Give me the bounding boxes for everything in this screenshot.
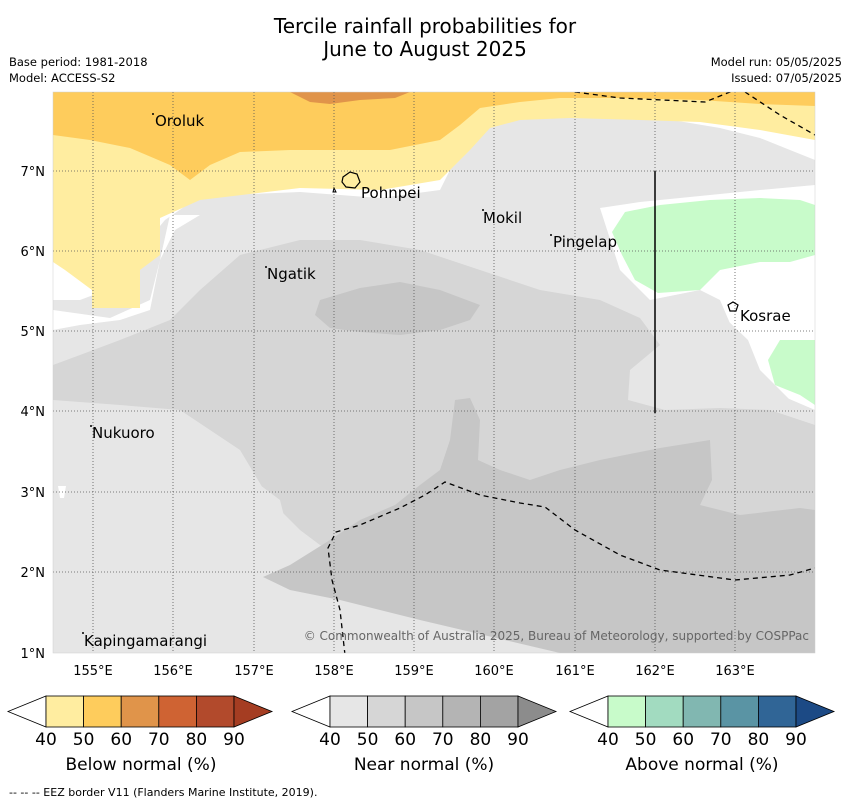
legend: 40 50 60 70 80 90 40 50 60 70 80 90 40 50 60 70 80 90 (6, 695, 836, 750)
lon-tick: 161°E (555, 664, 595, 679)
label-kosrae: Kosrae (740, 307, 791, 325)
colorbar-tick-label: 60 (110, 730, 132, 750)
kosrae-island-outline (727, 301, 739, 312)
colorbar-tick-label: 40 (35, 730, 57, 750)
lon-tick: 159°E (394, 664, 434, 679)
colorbar-segment (479, 695, 519, 728)
near-normal-title: Near normal (%) (353, 755, 495, 775)
lat-tick: 1°N (21, 647, 46, 662)
label-mokil: Mokil (483, 209, 522, 227)
colorbar-segment (442, 695, 481, 728)
above-normal-40-50-area (612, 198, 815, 293)
colorbar-segment (645, 695, 684, 728)
eez-border (327, 92, 815, 653)
colorbar-tick-label: 90 (785, 730, 807, 750)
colorbar-tick-label: 40 (319, 730, 341, 750)
map-title-line2: June to August 2025 (323, 37, 527, 61)
colorbar-segment (795, 695, 836, 728)
latitude-axis: 7°N 6°N 5°N 4°N 3°N 2°N 1°N (21, 165, 46, 662)
colorbar-segment (367, 695, 406, 728)
lon-tick: 158°E (314, 664, 354, 679)
lat-tick: 5°N (21, 325, 46, 340)
rainfall-map: Oroluk Pohnpei Mokil Pingelap Ngatik Kos… (21, 91, 816, 679)
issued-label: Issued: 07/05/2025 (731, 71, 842, 85)
colorbar-tick-label: 40 (597, 730, 619, 750)
colorbar-segment (45, 695, 84, 728)
label-ngatik: Ngatik (267, 265, 316, 283)
label-oroluk: Oroluk (155, 112, 204, 130)
colorbar-segment (404, 695, 444, 728)
colorbar-segment (682, 695, 722, 728)
pohnpei-island-outline (341, 171, 361, 189)
colorbar-segment (329, 695, 368, 728)
copyright-notice: © Commonwealth of Australia 2025, Bureau… (304, 629, 809, 643)
eez-footnote: -- -- -- EEZ border V11 (Flanders Marine… (9, 786, 318, 799)
colorbar-tick-label: 70 (710, 730, 732, 750)
colorbar-tick-label: 60 (394, 730, 416, 750)
colorbar-segment (290, 695, 331, 728)
label-kapingamarangi: Kapingamarangi (84, 632, 207, 650)
label-pohnpei: Pohnpei (361, 184, 421, 202)
colorbar-tick-label: 50 (635, 730, 657, 750)
model-run-label: Model run: 05/05/2025 (710, 55, 842, 69)
place-markers (82, 113, 552, 634)
lon-tick: 163°E (715, 664, 755, 679)
colorbar-tick-label: 70 (148, 730, 170, 750)
colorbar-segment (6, 695, 47, 728)
no-dominant-area-west (53, 215, 200, 330)
map-title-line1: Tercile rainfall probabilities for (273, 14, 577, 38)
below-normal-50-60-area (53, 92, 815, 180)
colorbar-tick-label: 70 (432, 730, 454, 750)
map-frame (52, 91, 816, 654)
colorbar-near-normal: 40 50 60 70 80 90 (290, 695, 558, 750)
colorbar-segment (607, 695, 646, 728)
above-normal-title: Above normal (%) (625, 755, 779, 775)
lat-tick: 3°N (21, 486, 46, 501)
colorbar-segment (158, 695, 197, 728)
colorbar-tick-label: 50 (357, 730, 379, 750)
lat-tick: 7°N (21, 165, 46, 180)
colorbar-segment (568, 695, 609, 728)
colorbar-tick-label: 80 (748, 730, 770, 750)
near-normal-60-70-area (263, 398, 815, 653)
graticule (53, 92, 815, 653)
colorbar-segment (517, 695, 558, 728)
below-normal-60-70-area (290, 92, 410, 104)
colorbar-segment (758, 695, 797, 728)
above-normal-40-50-area (768, 340, 815, 405)
colorbar-tick-label: 90 (223, 730, 245, 750)
lat-tick: 6°N (21, 245, 46, 260)
lon-tick: 155°E (73, 664, 113, 679)
colorbar-tick-label: 80 (186, 730, 208, 750)
lon-tick: 156°E (153, 664, 193, 679)
colorbar-tick-label: 80 (470, 730, 492, 750)
label-nukuoro: Nukuoro (92, 424, 155, 442)
colorbar-segment (83, 695, 122, 728)
model-label: Model: ACCESS-S2 (9, 71, 116, 85)
lon-tick: 160°E (474, 664, 514, 679)
lon-tick: 162°E (635, 664, 675, 679)
longitude-axis: 155°E 156°E 157°E 158°E 159°E 160°E 161°… (73, 664, 755, 679)
near-normal-40-50-area (628, 305, 815, 425)
lat-tick: 2°N (21, 566, 46, 581)
lon-tick: 157°E (234, 664, 274, 679)
colorbar-tick-label: 90 (507, 730, 529, 750)
colorbar-tick-label: 60 (672, 730, 694, 750)
colorbar-segment (120, 695, 160, 728)
near-normal-40-50-area (495, 130, 560, 142)
base-period-label: Base period: 1981-2018 (9, 55, 148, 69)
near-normal-60-70-area (315, 282, 480, 335)
islet-outline (332, 186, 337, 193)
colorbar-below-normal: 40 50 60 70 80 90 (6, 695, 274, 750)
label-pingelap: Pingelap (553, 233, 617, 251)
lat-tick: 4°N (21, 405, 46, 420)
colorbar-above-normal: 40 50 60 70 80 90 (568, 695, 836, 750)
colorbar-segment (233, 695, 274, 728)
below-normal-title: Below normal (%) (65, 755, 217, 775)
colorbar-segment (720, 695, 759, 728)
near-normal-40-50-area (53, 430, 330, 653)
colorbar-tick-label: 50 (73, 730, 95, 750)
colorbar-segment (195, 695, 235, 728)
